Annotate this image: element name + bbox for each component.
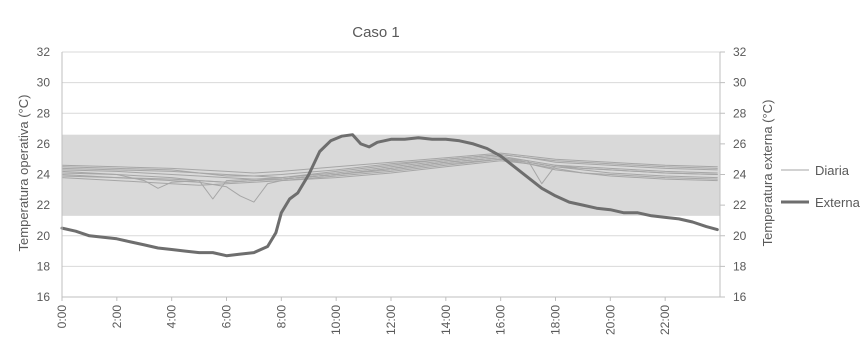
x-tick-label: 10:00 [329, 305, 343, 335]
x-tick-label: 12:00 [384, 305, 398, 335]
y-tick-label-right: 28 [733, 106, 747, 120]
chart-title: Caso 1 [352, 24, 400, 41]
y-tick-label-left: 18 [37, 259, 51, 273]
x-tick-label: 18:00 [549, 305, 563, 335]
gridlines [62, 52, 720, 297]
y-tick-label-right: 22 [733, 198, 747, 212]
y-tick-label-right: 20 [733, 229, 747, 243]
x-tick-label: 22:00 [658, 305, 672, 335]
legend-label-diaria: Diaria [815, 163, 850, 178]
y-tick-label-left: 30 [37, 76, 51, 90]
x-tick-label: 6:00 [220, 305, 234, 329]
y-tick-label-right: 32 [733, 45, 747, 59]
x-tick-label: 20:00 [603, 305, 617, 335]
y-tick-label-left: 26 [37, 137, 51, 151]
y-tick-label-right: 30 [733, 76, 747, 90]
x-tick-label: 8:00 [274, 305, 288, 329]
y-tick-label-right: 24 [733, 168, 747, 182]
legend: Diaria Externa [781, 163, 861, 210]
x-tick-label: 14:00 [439, 305, 453, 335]
y-tick-label-left: 32 [37, 45, 51, 59]
y-tick-label-left: 24 [37, 168, 51, 182]
y-axis-label-right: Temperatura externa (°C) [760, 100, 775, 247]
legend-label-externa: Externa [815, 195, 861, 210]
y-tick-label-right: 18 [733, 259, 747, 273]
y-tick-label-left: 20 [37, 229, 51, 243]
y-tick-label-right: 16 [733, 290, 747, 304]
y-tick-label-right: 26 [733, 137, 747, 151]
y-tick-label-left: 28 [37, 106, 51, 120]
x-tick-label: 16:00 [494, 305, 508, 335]
y-axis-label-left: Temperatura operativa (°C) [16, 95, 31, 252]
y-tick-label-left: 22 [37, 198, 51, 212]
y-tick-label-left: 16 [37, 290, 51, 304]
x-tick-label: 4:00 [165, 305, 179, 329]
x-tick-label: 2:00 [110, 305, 124, 329]
x-tick-label: 0:00 [55, 305, 69, 329]
